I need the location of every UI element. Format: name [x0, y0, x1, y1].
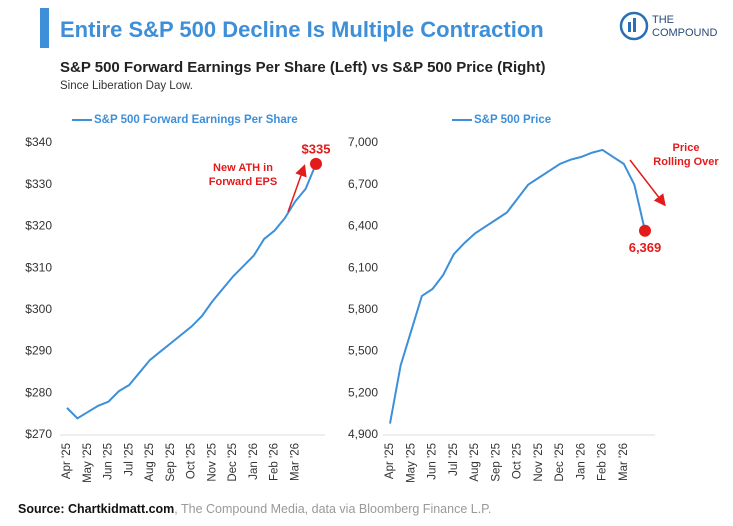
- x-tick-label: Jun '25: [103, 443, 115, 480]
- annotation-arrow: [629, 159, 666, 207]
- x-tick-label: Apr '25: [384, 443, 396, 479]
- annotation: Price: [673, 142, 700, 154]
- x-tick-label: Jan '26: [248, 443, 260, 480]
- logo-text: THE: [652, 14, 674, 26]
- annotation: Rolling Over: [653, 156, 719, 168]
- logo-icon: [619, 11, 649, 41]
- y-tick-label: $320: [25, 219, 52, 233]
- y-tick-label: $270: [25, 427, 52, 441]
- title: Entire S&P 500 Decline Is Multiple Contr…: [60, 17, 544, 42]
- x-tick-label: Nov '25: [206, 443, 218, 482]
- y-tick-label: $310: [25, 260, 52, 274]
- x-tick-label: May '25: [82, 443, 94, 483]
- x-tick-label: Jun '25: [427, 443, 439, 480]
- y-tick-label: $290: [25, 344, 52, 358]
- title-bar: [40, 8, 49, 48]
- legend-label: S&P 500 Forward Earnings Per Share: [94, 114, 298, 126]
- x-tick-label: Feb '26: [269, 443, 281, 481]
- y-tick-label: $330: [25, 177, 52, 191]
- x-tick-label: Sep '25: [165, 443, 177, 482]
- line: [66, 163, 317, 420]
- y-tick-label: 6,700: [348, 177, 378, 191]
- subtitle: S&P 500 Forward Earnings Per Share (Left…: [60, 59, 545, 76]
- end-point: [639, 224, 651, 237]
- source-rest: , The Compound Media, data via Bloomberg…: [174, 502, 491, 516]
- annotation-arrow: [287, 164, 307, 213]
- x-tick-label: May '25: [405, 443, 417, 483]
- end-point: [310, 157, 322, 170]
- x-tick-label: Feb '26: [597, 443, 609, 481]
- x-tick-label: Dec '25: [554, 443, 566, 482]
- x-tick-label: Sep '25: [490, 443, 502, 482]
- logo-icon: [633, 18, 636, 32]
- x-tick-label: Jan '26: [575, 443, 587, 480]
- source-label: Source: Chartkidmatt.com: [18, 502, 174, 516]
- x-tick-label: Aug '25: [469, 443, 481, 482]
- y-tick-label: 6,100: [348, 260, 378, 274]
- y-tick-label: 7,000: [348, 135, 378, 149]
- y-tick-label: 5,500: [348, 344, 378, 358]
- y-tick-label: 4,900: [348, 427, 378, 441]
- value-label: $335: [302, 141, 331, 156]
- y-tick-label: 5,200: [348, 385, 378, 399]
- logo-icon: [628, 22, 631, 32]
- y-tick-label: $300: [25, 302, 52, 316]
- annotation: Forward EPS: [209, 176, 277, 188]
- x-tick-label: Mar '26: [618, 443, 630, 481]
- legend-label: S&P 500 Price: [474, 114, 551, 126]
- x-tick-label: Aug '25: [144, 443, 156, 482]
- source: Source: Chartkidmatt.com, The Compound M…: [18, 502, 491, 516]
- logo-text: COMPOUND: [652, 27, 717, 39]
- x-tick-label: Nov '25: [533, 443, 545, 482]
- x-tick-label: Jul '25: [123, 443, 135, 476]
- annotation: New ATH in: [213, 162, 273, 174]
- x-tick-label: Mar '26: [289, 443, 301, 481]
- x-tick-label: Dec '25: [227, 443, 239, 482]
- y-tick-label: 6,400: [348, 219, 378, 233]
- x-tick-label: Jul '25: [448, 443, 460, 476]
- x-tick-label: Oct '25: [512, 443, 524, 479]
- note: Since Liberation Day Low.: [60, 80, 193, 92]
- x-tick-label: Apr '25: [61, 443, 73, 479]
- value-label: 6,369: [629, 240, 662, 255]
- line: [389, 148, 646, 424]
- x-tick-label: Oct '25: [186, 443, 198, 479]
- y-tick-label: $340: [25, 135, 52, 149]
- y-tick-label: $280: [25, 385, 52, 399]
- y-tick-label: 5,800: [348, 302, 378, 316]
